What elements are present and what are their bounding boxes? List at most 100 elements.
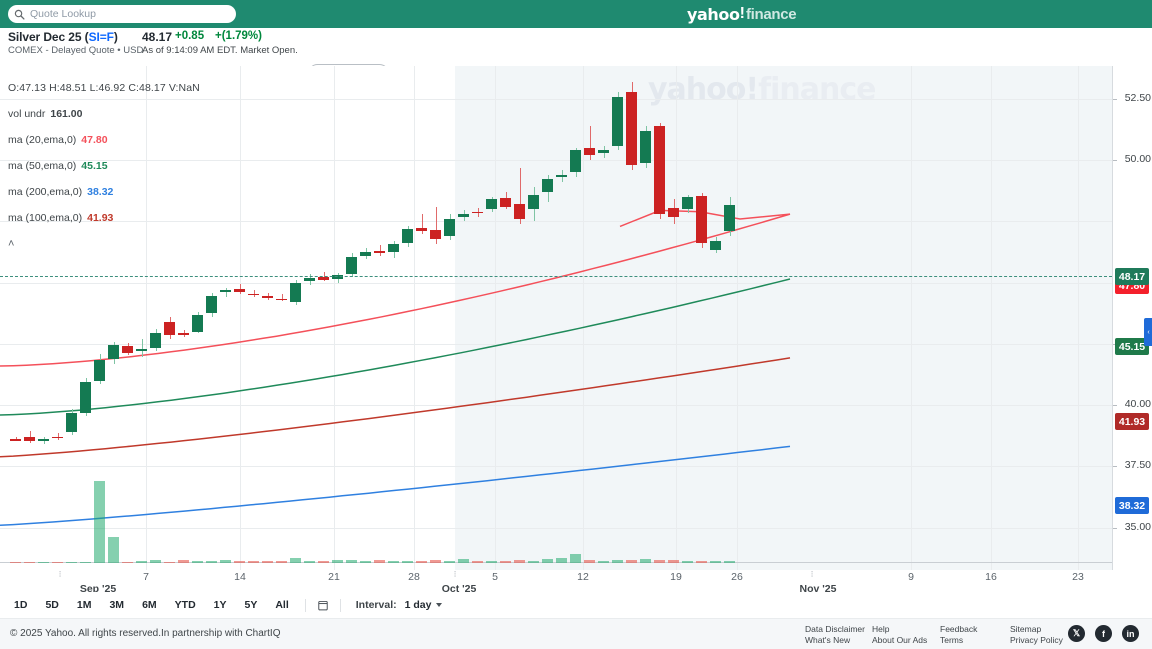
volume-bar (136, 560, 147, 563)
price-chart-canvas[interactable]: yahoo!finance O:47.13 H:48.51 L:46.92 C:… (0, 66, 1112, 570)
volume-bar (612, 560, 623, 563)
date-range-picker-button[interactable] (313, 599, 333, 612)
legend-label: ma (200,ema,0) (8, 186, 83, 198)
range-button-ytd[interactable]: YTD (174, 599, 196, 611)
horizontal-gridline (0, 344, 1112, 345)
footer-link[interactable]: Feedback (940, 624, 978, 634)
month-boundary-marker: ⁝ (810, 569, 814, 579)
footer-link[interactable]: Data Disclaimer (805, 624, 865, 634)
legend-value: 47.80 (81, 134, 108, 146)
footer-link[interactable]: Help (872, 624, 890, 634)
volume-bar (500, 561, 511, 563)
candle-body (388, 243, 399, 253)
social-link-facebook[interactable]: f (1095, 625, 1112, 642)
price-axis-label: 50.00 (1124, 153, 1151, 165)
volume-bar (626, 559, 637, 563)
interval-selector[interactable]: 1 day (405, 599, 443, 611)
instrument-name: Silver Dec 25 (SI=F) (8, 30, 118, 44)
close-price-badge[interactable]: 48.17 (1115, 268, 1149, 285)
range-divider-2 (339, 598, 341, 612)
candle-wick (281, 293, 283, 302)
vertical-gridline (737, 66, 738, 570)
price-change: +0.85 (175, 30, 205, 42)
time-axis-label: 23 (1072, 571, 1084, 583)
vertical-gridline (911, 66, 912, 570)
quote-lookup-search[interactable]: Quote Lookup (8, 5, 236, 23)
range-button-1d[interactable]: 1D (14, 599, 28, 611)
volume-bar (528, 560, 539, 563)
instrument-symbol[interactable]: SI=F (88, 30, 114, 44)
last-price: 48.17 (142, 30, 173, 44)
range-button-all[interactable]: All (275, 599, 289, 611)
range-button-1y[interactable]: 1Y (213, 599, 227, 611)
copyright-text: © 2025 Yahoo. All rights reserved.In par… (10, 628, 281, 639)
vertical-gridline (1078, 66, 1079, 570)
instrument-name-text: Silver Dec 25 ( (8, 30, 89, 44)
ma100-badge[interactable]: 41.93 (1115, 413, 1149, 430)
footer-link[interactable]: Privacy Policy (1010, 635, 1063, 645)
candle-wick (141, 339, 143, 358)
price-axis-tick (1113, 405, 1117, 406)
ma200-badge[interactable]: 38.32 (1115, 497, 1149, 514)
price-axis[interactable]: 35.0037.5040.0042.5050.0052.5038.3241.93… (1112, 66, 1152, 570)
volume-bar (24, 561, 35, 563)
calendar-icon (318, 600, 328, 610)
volume-bar (108, 537, 119, 563)
social-link-linkedin[interactable]: in (1122, 625, 1139, 642)
legend-collapse-icon[interactable]: ˄ (8, 238, 15, 250)
social-link-x[interactable]: 𝕏 (1068, 625, 1085, 642)
ma-line-ma20 (0, 213, 791, 367)
candle-body (598, 150, 609, 153)
candle-body (444, 219, 455, 237)
range-selector-bar: 1D 5D 1M 3M 6M YTD 1Y 5Y All Interval: 1 day (0, 592, 1152, 618)
range-button-5d[interactable]: 5D (45, 599, 59, 611)
candle-body (430, 230, 441, 239)
footer-link[interactable]: Terms (940, 635, 964, 645)
candle-body (724, 205, 735, 231)
search-icon (14, 9, 25, 20)
chart-legend: O:47.13 H:48.51 L:46.92 C:48.17 V:NaN vo… (8, 82, 200, 250)
footer-link[interactable]: About Our Ads (872, 635, 928, 645)
range-button-3m[interactable]: 3M (109, 599, 125, 611)
horizontal-gridline (0, 528, 1112, 529)
range-button-1m[interactable]: 1M (76, 599, 92, 611)
candle-body (472, 211, 483, 214)
price-axis-tick (1113, 160, 1117, 161)
footer-link-column: Sitemap Privacy Policy (1010, 624, 1063, 646)
panel-collapse-handle[interactable]: ‹ (1144, 318, 1152, 346)
top-navigation-bar: Quote Lookup yahoo! finance (0, 0, 1152, 28)
legend-row[interactable]: ma (200,ema,0) 38.32 (8, 186, 200, 198)
candle-body (626, 91, 637, 166)
exchange-info: COMEX - Delayed Quote • USD (8, 45, 144, 56)
month-shading-band (812, 66, 1112, 570)
vertical-gridline (991, 66, 992, 570)
legend-row[interactable]: ma (50,ema,0) 45.15 (8, 160, 200, 172)
ma50-badge[interactable]: 45.15 (1115, 338, 1149, 355)
volume-bar (234, 561, 245, 563)
volume-bar (584, 560, 595, 563)
volume-bar (150, 560, 161, 563)
volume-bar (542, 559, 553, 563)
legend-row[interactable]: ma (100,ema,0) 41.93 (8, 212, 200, 224)
volume-bar (640, 559, 651, 563)
volume-bar (556, 558, 567, 563)
footer-link[interactable]: Sitemap (1010, 624, 1042, 634)
legend-row[interactable]: vol undr 161.00 (8, 108, 200, 120)
range-divider-1 (304, 598, 306, 612)
candle-body (206, 296, 217, 314)
candle-body (234, 288, 245, 293)
volume-bar (696, 560, 707, 563)
range-button-6m[interactable]: 6M (142, 599, 157, 611)
legend-row[interactable]: ma (20,ema,0) 47.80 (8, 134, 200, 146)
yahoo-finance-logo[interactable]: yahoo! finance (687, 5, 797, 24)
footer-link[interactable]: What's New (805, 635, 851, 645)
interval-value: 1 day (404, 599, 432, 611)
footer-link-column: Data Disclaimer What's New (805, 624, 865, 646)
volume-bar (416, 561, 427, 563)
range-button-5y[interactable]: 5Y (244, 599, 258, 611)
candle-body (24, 437, 35, 441)
page-footer: © 2025 Yahoo. All rights reserved.In par… (0, 618, 1152, 649)
volume-bar (710, 561, 721, 563)
chart-watermark: yahoo!finance (648, 72, 877, 107)
candle-body (276, 298, 287, 301)
